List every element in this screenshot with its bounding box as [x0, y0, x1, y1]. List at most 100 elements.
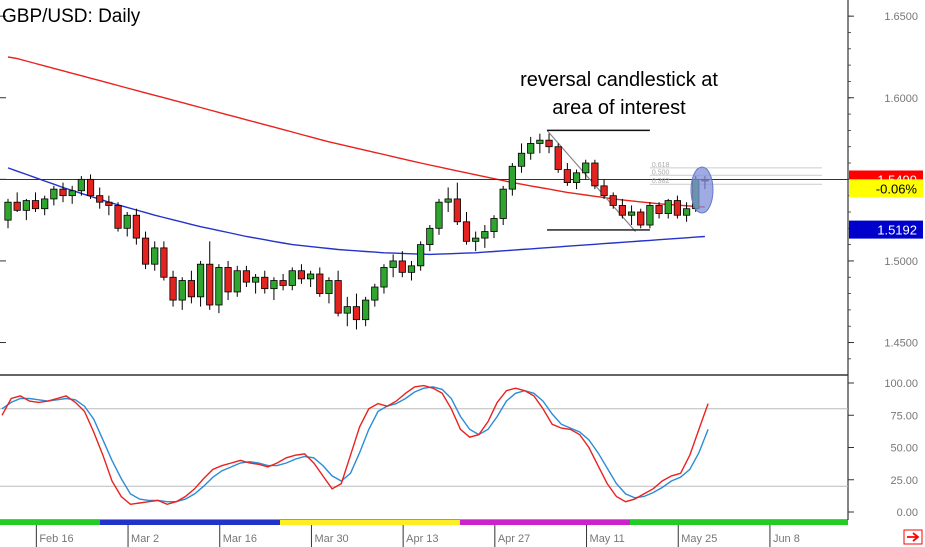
candle-body: [554, 146, 562, 170]
candle: [591, 159, 599, 190]
candle-body: [444, 198, 452, 203]
time-tick-label: May 25: [681, 533, 717, 545]
candle-body: [389, 260, 397, 268]
candle: [215, 264, 223, 314]
candle: [160, 241, 168, 281]
candle-body: [77, 178, 85, 192]
candle: [187, 270, 195, 304]
candle-body: [160, 247, 168, 278]
price-badges: 1.5499-0.06%1.5192: [849, 170, 923, 239]
candle-body: [96, 195, 104, 203]
candle-body: [325, 280, 333, 294]
scroll-right-button[interactable]: [903, 529, 923, 545]
candle-body: [13, 201, 21, 211]
candle-body: [646, 205, 654, 226]
candle-body: [105, 201, 113, 206]
stochastic-tick-label: 25.00: [890, 475, 918, 487]
candle-body: [307, 273, 315, 280]
candle: [169, 270, 177, 307]
time-tick-label: May 11: [590, 533, 625, 545]
candle: [86, 174, 95, 199]
moving-averages: [7, 56, 705, 256]
candle-body: [362, 299, 370, 321]
sma-red-line: [7, 56, 705, 208]
arrow-right-icon: [907, 532, 920, 542]
candle: [114, 202, 122, 232]
candle-body: [545, 139, 553, 148]
candle-body: [261, 276, 269, 290]
candle: [362, 296, 370, 327]
candle: [343, 296, 351, 327]
candle: [123, 211, 131, 237]
candle: [673, 195, 682, 219]
candle: [288, 267, 296, 291]
candle-body: [86, 178, 95, 197]
candle: [59, 182, 67, 203]
candle-body: [627, 211, 636, 216]
candle: [261, 270, 269, 294]
candle: [682, 202, 691, 222]
candle: [646, 202, 654, 229]
candle-body: [407, 265, 416, 273]
stochastic-tick-label: 100.00: [884, 378, 918, 390]
candle: [279, 273, 287, 291]
price-tick-label: 1.6000: [884, 93, 918, 105]
candle-body: [123, 214, 131, 229]
candle: [490, 215, 498, 239]
price-tick-label: 1.4500: [884, 338, 918, 350]
candle-body: [563, 169, 571, 184]
candle: [499, 185, 507, 226]
stochastic-oscillator: [1, 384, 709, 506]
candle: [572, 169, 581, 190]
candle: [96, 187, 104, 209]
time-axis: Feb 16 Mar 2 Mar 16 Mar 30 Apr 13 Apr 27 May 1…: [0, 520, 848, 547]
candle: [609, 192, 617, 209]
candle-body: [196, 263, 205, 298]
candle-body: [206, 263, 214, 306]
price-badge: 1.5192: [849, 220, 923, 239]
candle: [664, 198, 672, 219]
candle: [31, 192, 40, 212]
candle: [196, 260, 205, 307]
price-tick-label: 1.6500: [884, 11, 918, 23]
price-badge-label: -0.06%: [876, 181, 918, 196]
candle-body: [114, 205, 122, 229]
candle: [407, 260, 416, 281]
candle: [270, 277, 278, 301]
candle: [132, 208, 140, 245]
candle-body: [609, 195, 617, 206]
candle: [22, 198, 30, 221]
candle: [582, 159, 590, 180]
candle: [554, 143, 562, 173]
stochastic-d-line: [1, 386, 709, 503]
period-bar: [0, 520, 100, 525]
price-badge-label: 1.5192: [877, 223, 917, 238]
candle-body: [417, 244, 425, 267]
candle: [517, 143, 526, 173]
candle-body: [462, 221, 471, 242]
candle-body: [600, 185, 608, 197]
candle-body: [141, 237, 150, 265]
candle: [655, 202, 663, 219]
time-tick-label: Feb 16: [39, 533, 73, 545]
candle-body: [215, 267, 223, 306]
period-bar: [100, 520, 280, 525]
candle: [334, 270, 342, 317]
time-tick-label: Mar 16: [223, 533, 257, 545]
candle: [435, 198, 443, 235]
candle-body: [242, 270, 251, 283]
candle-body: [481, 231, 489, 239]
candle-body: [31, 200, 40, 210]
fib-level-label: 0.500: [652, 169, 670, 176]
candle-body: [527, 143, 535, 154]
candle-body: [673, 200, 682, 216]
annotation-line-2: area of interest: [552, 97, 686, 119]
time-tick-label: Mar 30: [314, 533, 348, 545]
candle: [545, 133, 553, 154]
stochastic-axis-ticks: 100.00 75.00 50.00 25.00 0.00: [848, 378, 918, 519]
candle: [380, 264, 388, 294]
sma-blue-line: [7, 167, 705, 256]
candle: [325, 277, 333, 304]
